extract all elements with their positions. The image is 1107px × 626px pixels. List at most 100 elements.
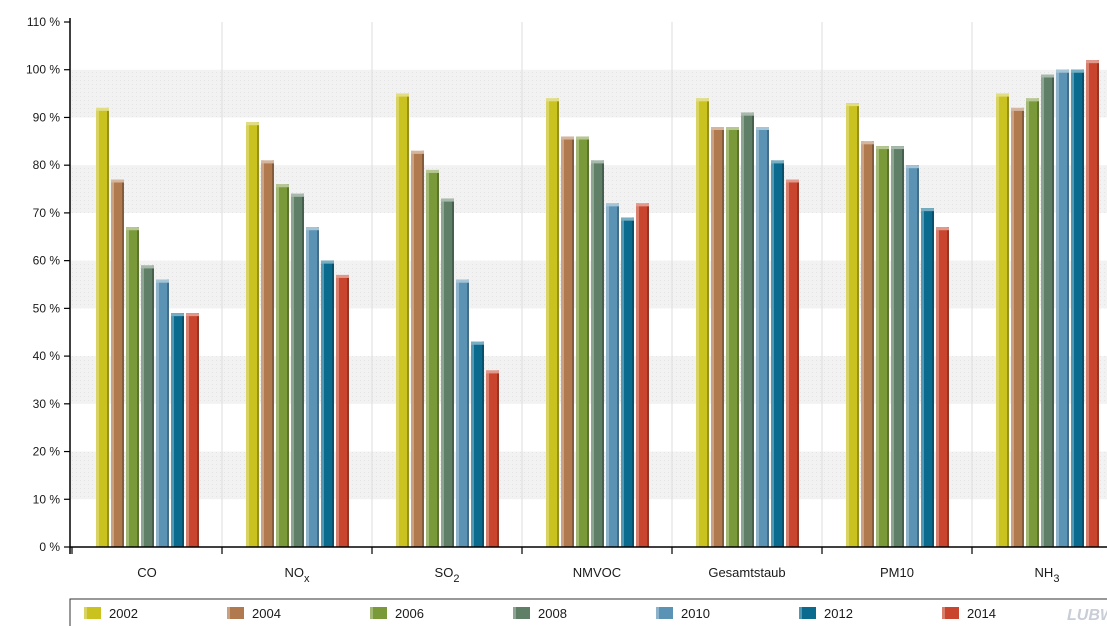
bar bbox=[936, 227, 949, 547]
bar-shadow bbox=[857, 103, 859, 548]
legend-label: 2004 bbox=[252, 606, 281, 621]
bar-shadow bbox=[287, 184, 289, 548]
bar bbox=[471, 341, 484, 547]
bar bbox=[171, 313, 184, 547]
bar-highlight bbox=[906, 165, 909, 547]
bar-body bbox=[771, 160, 784, 547]
bar-cap bbox=[456, 279, 469, 283]
bar-highlight bbox=[861, 141, 864, 547]
y-tick-label: 40 % bbox=[33, 349, 61, 363]
bar-shadow bbox=[107, 107, 109, 547]
legend-swatch-highlight bbox=[942, 607, 945, 619]
y-tick-label: 30 % bbox=[33, 397, 61, 411]
bar-body bbox=[291, 193, 304, 547]
legend-swatch-highlight bbox=[370, 607, 373, 619]
bar-shadow bbox=[167, 279, 169, 547]
bar-highlight bbox=[441, 198, 444, 547]
legend-label: 2012 bbox=[824, 606, 853, 621]
bar-body bbox=[246, 122, 259, 548]
bar-shadow bbox=[197, 313, 199, 547]
legend-item: 2002 bbox=[84, 606, 138, 621]
bar-body bbox=[156, 279, 169, 547]
bar bbox=[141, 265, 154, 547]
bar-body bbox=[936, 227, 949, 547]
bar-highlight bbox=[711, 127, 714, 547]
bar-highlight bbox=[306, 227, 309, 547]
legend-label: 2002 bbox=[109, 606, 138, 621]
bar-cap bbox=[396, 93, 409, 97]
bar bbox=[576, 136, 589, 547]
bar-highlight bbox=[1071, 69, 1074, 548]
bar-cap bbox=[306, 227, 319, 231]
bar-highlight bbox=[771, 160, 774, 547]
bar-cap bbox=[1056, 69, 1069, 73]
y-axis: 0 % 10 % 20 % 30 % 40 % 50 % 60 % 70 % 80 % 90 % 1… bbox=[26, 15, 1107, 554]
bar-highlight bbox=[261, 160, 264, 547]
bar-cap bbox=[441, 198, 454, 202]
bar-cap bbox=[921, 208, 934, 212]
legend: 2002 2004 2006 2008 2010 2012 2014 LUBW bbox=[69, 598, 1107, 626]
bar-shadow bbox=[182, 313, 184, 547]
bar-highlight bbox=[606, 203, 609, 547]
bar-body bbox=[591, 160, 604, 547]
bar-highlight bbox=[591, 160, 594, 547]
bar bbox=[396, 93, 409, 547]
bar-shadow bbox=[482, 341, 484, 547]
bar bbox=[1056, 69, 1069, 548]
y-tick-label: 90 % bbox=[33, 110, 61, 124]
legend-item: 2014 bbox=[942, 606, 996, 621]
bar-shadow bbox=[1082, 69, 1084, 548]
bar-highlight bbox=[561, 136, 564, 547]
bar-cap bbox=[276, 184, 289, 188]
bar-highlight bbox=[396, 93, 399, 547]
bar-body bbox=[921, 208, 934, 548]
bar-highlight bbox=[246, 122, 249, 548]
lubw-logo: LUBW bbox=[1067, 607, 1107, 624]
bar-cap bbox=[1026, 98, 1039, 102]
legend-item: 2010 bbox=[656, 606, 710, 621]
bar-shadow bbox=[452, 198, 454, 547]
bar bbox=[411, 150, 424, 547]
category-label: NH3 bbox=[1035, 565, 1060, 585]
bar-cap bbox=[936, 227, 949, 231]
bar-cap bbox=[186, 313, 199, 317]
bar-highlight bbox=[1086, 60, 1089, 547]
grid-band bbox=[70, 69, 1107, 118]
bar-shadow bbox=[932, 208, 934, 548]
category-separators bbox=[221, 22, 973, 547]
bar-shadow bbox=[707, 98, 709, 547]
bar-body bbox=[126, 227, 139, 547]
bar-cap bbox=[126, 227, 139, 231]
legend-item: 2006 bbox=[370, 606, 424, 621]
bar-cap bbox=[636, 203, 649, 207]
legend-item: 2012 bbox=[799, 606, 853, 621]
bar bbox=[186, 313, 199, 547]
bar-highlight bbox=[186, 313, 189, 547]
bar-shadow bbox=[887, 146, 889, 547]
bar-highlight bbox=[156, 279, 159, 547]
bar-cap bbox=[561, 136, 574, 140]
bar-shadow bbox=[407, 93, 409, 547]
bar-highlight bbox=[126, 227, 129, 547]
bar bbox=[456, 279, 469, 547]
legend-swatch-highlight bbox=[799, 607, 802, 619]
bar-cap bbox=[141, 265, 154, 269]
bar-shadow bbox=[572, 136, 574, 547]
bar-shadow bbox=[557, 98, 559, 547]
bar bbox=[96, 107, 109, 547]
bar-body bbox=[996, 93, 1009, 547]
bar bbox=[291, 193, 304, 547]
bars-group bbox=[96, 60, 1099, 548]
bar-cap bbox=[696, 98, 709, 102]
bar-cap bbox=[321, 260, 334, 264]
bar-body bbox=[561, 136, 574, 547]
bar-shadow bbox=[497, 370, 499, 547]
bar bbox=[711, 127, 724, 547]
bar-body bbox=[861, 141, 874, 547]
bar-cap bbox=[756, 127, 769, 130]
bar-highlight bbox=[546, 98, 549, 547]
bar-highlight bbox=[1056, 69, 1059, 548]
bar bbox=[921, 208, 934, 548]
bar-body bbox=[111, 179, 124, 547]
